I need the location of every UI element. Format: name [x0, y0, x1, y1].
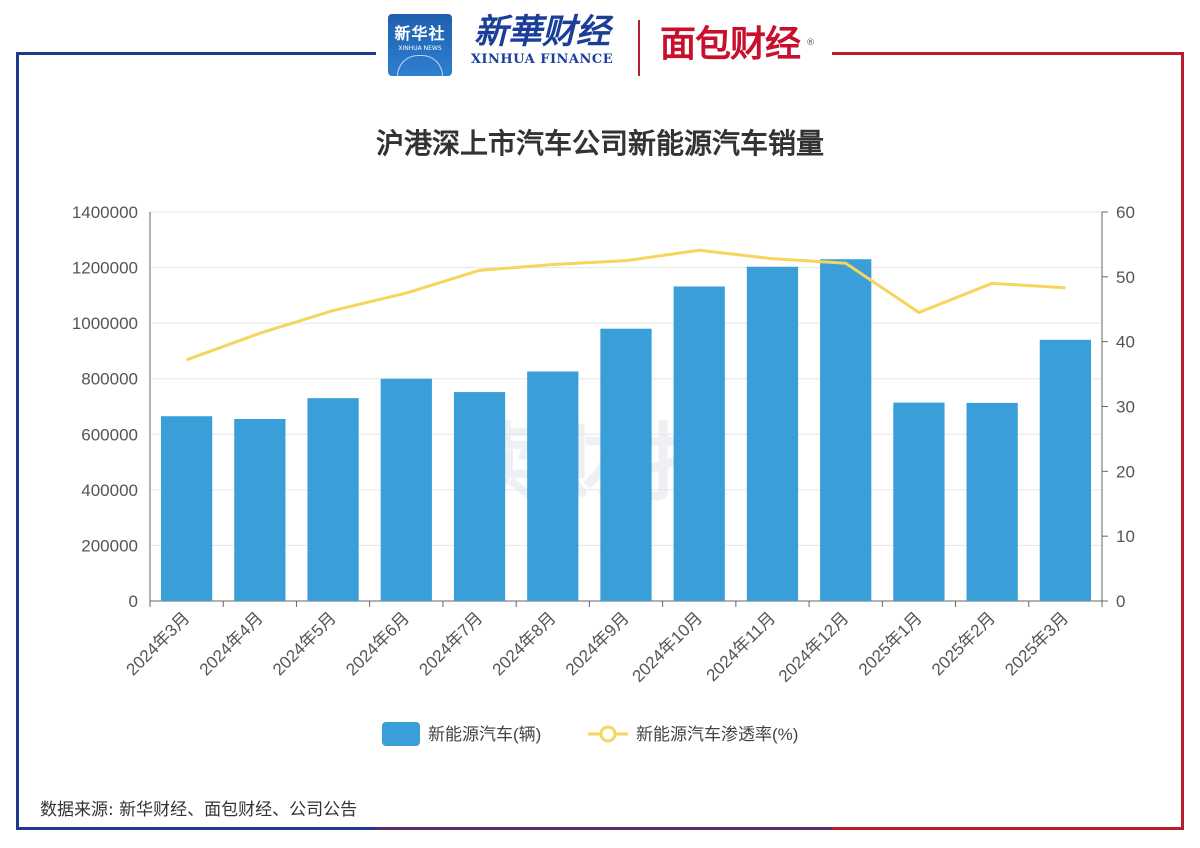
line-point — [845, 262, 847, 264]
legend-line-marker — [599, 725, 617, 743]
y-left-tick-label: 1200000 — [72, 259, 138, 278]
x-tick-label: 2024年3月 — [123, 608, 194, 679]
y-right-tick-label: 50 — [1116, 268, 1135, 287]
legend-bar-swatch — [382, 722, 420, 746]
xinhua-badge-sub: XINHUA NEWS — [398, 45, 442, 52]
bar — [307, 398, 359, 601]
header-logo-strip — [376, 8, 832, 80]
y-right-tick-label: 0 — [1116, 592, 1125, 611]
line-point — [552, 264, 554, 266]
y-right-tick-label: 60 — [1116, 203, 1135, 222]
x-tick-label: 2025年3月 — [1001, 608, 1072, 679]
logo-divider — [638, 20, 640, 76]
x-tick-label: 2024年10月 — [628, 608, 706, 686]
y-right-tick-label: 20 — [1116, 462, 1135, 481]
bar — [966, 402, 1018, 601]
x-tick-label: 2024年9月 — [562, 608, 633, 679]
x-tick-label: 2024年8月 — [489, 608, 560, 679]
bar — [673, 286, 725, 601]
line-point — [991, 282, 993, 284]
bar — [234, 419, 286, 601]
bar — [453, 392, 506, 601]
frame-right-border — [832, 52, 1184, 830]
line-point — [405, 292, 407, 294]
line-point — [186, 359, 188, 361]
line-point — [918, 311, 920, 313]
line-point — [625, 260, 627, 262]
xinhua-news-logo: 新华社 XINHUA NEWS — [388, 14, 452, 76]
x-tick-label: 2024年5月 — [269, 608, 340, 679]
x-tick-label: 2025年2月 — [928, 608, 999, 679]
line-point — [1064, 287, 1066, 289]
line-point — [771, 258, 773, 260]
line-point — [332, 310, 334, 312]
chart-title: 沪港深上市汽车公司新能源汽车销量 — [375, 127, 824, 160]
frame-bottom-border — [376, 827, 832, 830]
y-left-tick-label: 1400000 — [72, 203, 138, 222]
legend-bar-label: 新能源汽车(辆) — [428, 725, 541, 744]
xinhua-finance-logo: 新華财经 XINHUA FINANCE — [462, 12, 622, 67]
x-tick-label: 2024年12月 — [775, 608, 853, 686]
x-tick-label: 2024年6月 — [342, 608, 413, 679]
x-tick-label: 2024年4月 — [196, 608, 267, 679]
frame-left-border — [16, 52, 376, 830]
legend-line-label: 新能源汽车渗透率(%) — [636, 725, 798, 744]
y-right-tick-label: 10 — [1116, 527, 1135, 546]
bar — [746, 266, 799, 601]
x-tick-label: 2025年1月 — [855, 608, 926, 679]
y-left-tick-label: 800000 — [81, 370, 138, 389]
xinhua-finance-en: XINHUA FINANCE — [470, 52, 614, 67]
x-tick-label: 2024年7月 — [415, 608, 486, 679]
xinhua-badge-text: 新华社 — [394, 24, 446, 43]
bar — [527, 371, 579, 601]
bar — [380, 378, 432, 601]
bar — [1039, 339, 1092, 601]
mianbao-finance-logo: 面包财经 ® — [660, 20, 815, 70]
data-source-note: 数据来源: 新华财经、面包财经、公司公告 — [40, 800, 358, 820]
y-left-tick-label: 1000000 — [72, 314, 138, 333]
y-right-tick-label: 40 — [1116, 333, 1135, 352]
bar — [820, 259, 872, 601]
y-left-tick-label: 600000 — [81, 425, 138, 444]
y-left-tick-label: 400000 — [81, 481, 138, 500]
mianbao-finance-text: 面包财经 — [660, 24, 801, 65]
bar — [600, 328, 652, 601]
y-left-tick-label: 200000 — [81, 536, 138, 555]
bar — [160, 416, 213, 601]
line-point — [259, 332, 261, 334]
line-point — [698, 249, 700, 251]
y-right-tick-label: 30 — [1116, 398, 1135, 417]
xinhua-finance-cn: 新華财经 — [474, 12, 610, 52]
line-point — [479, 269, 481, 271]
y-left-tick-label: 0 — [129, 592, 138, 611]
x-tick-label: 2024年11月 — [703, 608, 780, 685]
bar — [893, 402, 945, 601]
registered-mark: ® — [806, 38, 815, 48]
